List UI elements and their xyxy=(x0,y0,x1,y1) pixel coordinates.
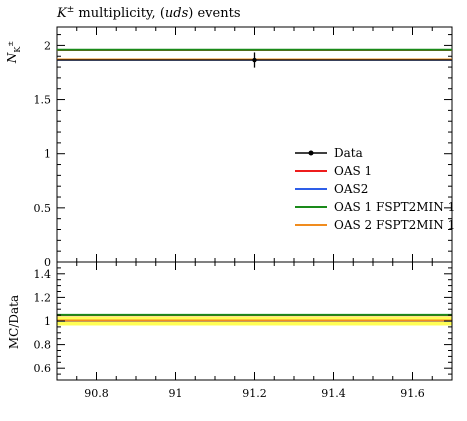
title-mid: multiplicity, ( xyxy=(74,6,165,21)
title-end: ) events xyxy=(188,6,240,21)
title-pm: ± xyxy=(67,5,75,15)
x-tick-label: 91.4 xyxy=(321,387,346,400)
ratio-y-tick-label: 1.2 xyxy=(34,291,52,304)
ratio-x-ticks: 90.8 91 91.2 91.4 91.6 xyxy=(56,262,453,400)
ratio-y-tick-label: 1 xyxy=(44,315,51,328)
main-y-ticks: 0 0.5 1 1.5 2 xyxy=(34,34,452,269)
legend-label: OAS2 xyxy=(334,182,368,196)
ratio-panel: 0.6 0.8 1 1.2 1.4 90.8 91 91.2 91.4 91.6 MC/Data xyxy=(7,261,453,400)
main-y-tick-label: 0.5 xyxy=(34,202,52,215)
x-tick-label: 91.2 xyxy=(242,387,267,400)
main-y-tick-label: 1.5 xyxy=(34,94,52,107)
ratio-y-tick-label: 1.4 xyxy=(34,268,52,281)
main-y-axis-label: NK± xyxy=(5,41,22,64)
legend-label: OAS 1 xyxy=(334,164,372,178)
title-k: K xyxy=(56,6,68,21)
legend: Data OAS 1 OAS2 OAS 1 FSPT2MIN 1 OAS 2 FSPT2… xyxy=(295,146,455,232)
x-tick-label: 91 xyxy=(169,387,183,400)
legend-marker xyxy=(308,150,314,156)
title-uds: uds xyxy=(165,6,189,21)
legend-label: Data xyxy=(334,146,363,160)
main-y-tick-label: 1 xyxy=(44,148,51,161)
x-tick-label: 90.8 xyxy=(84,387,109,400)
chart-title: K± multiplicity, (uds) events xyxy=(56,5,240,21)
main-y-axis-label-sub: K xyxy=(13,46,22,53)
main-y-tick-label: 0 xyxy=(44,256,51,269)
ratio-y-ticks: 0.6 0.8 1 1.2 1.4 xyxy=(34,261,452,381)
main-panel: 0 0.5 1 1.5 2 Data OAS 1 OAS2 OAS 1 FSPT2MIN 1 O… xyxy=(5,26,455,269)
x-tick-label: 91.6 xyxy=(400,387,425,400)
main-y-tick-label: 2 xyxy=(44,39,51,52)
data-point xyxy=(252,57,257,63)
legend-label: OAS 1 FSPT2MIN 1 xyxy=(334,200,455,214)
legend-label: OAS 2 FSPT2MIN 1 xyxy=(334,218,455,232)
ratio-y-tick-label: 0.6 xyxy=(34,362,52,375)
ratio-y-axis-label: MC/Data xyxy=(7,295,21,349)
main-y-axis-label-base: N xyxy=(5,52,19,64)
data-point-group xyxy=(57,52,452,68)
main-x-ticks xyxy=(56,27,453,262)
ratio-y-tick-label: 0.8 xyxy=(34,339,52,352)
ratio-series-group xyxy=(57,313,452,322)
main-y-axis-label-sup: ± xyxy=(7,41,15,47)
